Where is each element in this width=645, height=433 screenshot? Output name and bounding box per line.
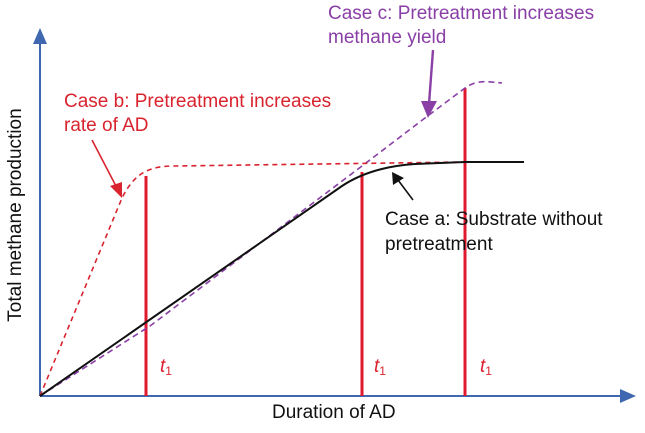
case-b-arrow-line <box>91 139 118 189</box>
case-b-label-line-1: Case b: Pretreatment increases <box>64 91 332 112</box>
case-c-label-line-1: Case c: Pretreatment increases <box>328 3 595 24</box>
case-a-arrow-line <box>397 179 414 201</box>
x-axis-arrowhead <box>620 389 636 403</box>
case-c-curve <box>39 80 503 397</box>
time-marker-label-3: t1 <box>480 356 492 378</box>
case-b-label-line-2: rate of AD <box>64 115 149 136</box>
y-axis-arrowhead <box>33 28 47 44</box>
case-b-curve <box>39 161 466 397</box>
case-c-arrowhead <box>421 101 437 118</box>
case-a-label-line-1: Case a: Substrate without <box>385 209 603 230</box>
y-axis-title: Total methane production <box>5 108 26 322</box>
case-a-curve <box>39 161 524 397</box>
case-a-arrowhead <box>392 172 404 185</box>
case-a-label-line-2: pretreatment <box>385 234 493 255</box>
case-b-arrowhead <box>110 182 122 198</box>
time-marker-label-1: t1 <box>160 356 172 378</box>
case-c-arrow-line <box>427 49 435 105</box>
x-axis-title: Duration of AD <box>272 402 396 423</box>
time-marker-label-2: t1 <box>374 356 386 378</box>
case-c-label-line-2: methane yield <box>328 27 447 48</box>
